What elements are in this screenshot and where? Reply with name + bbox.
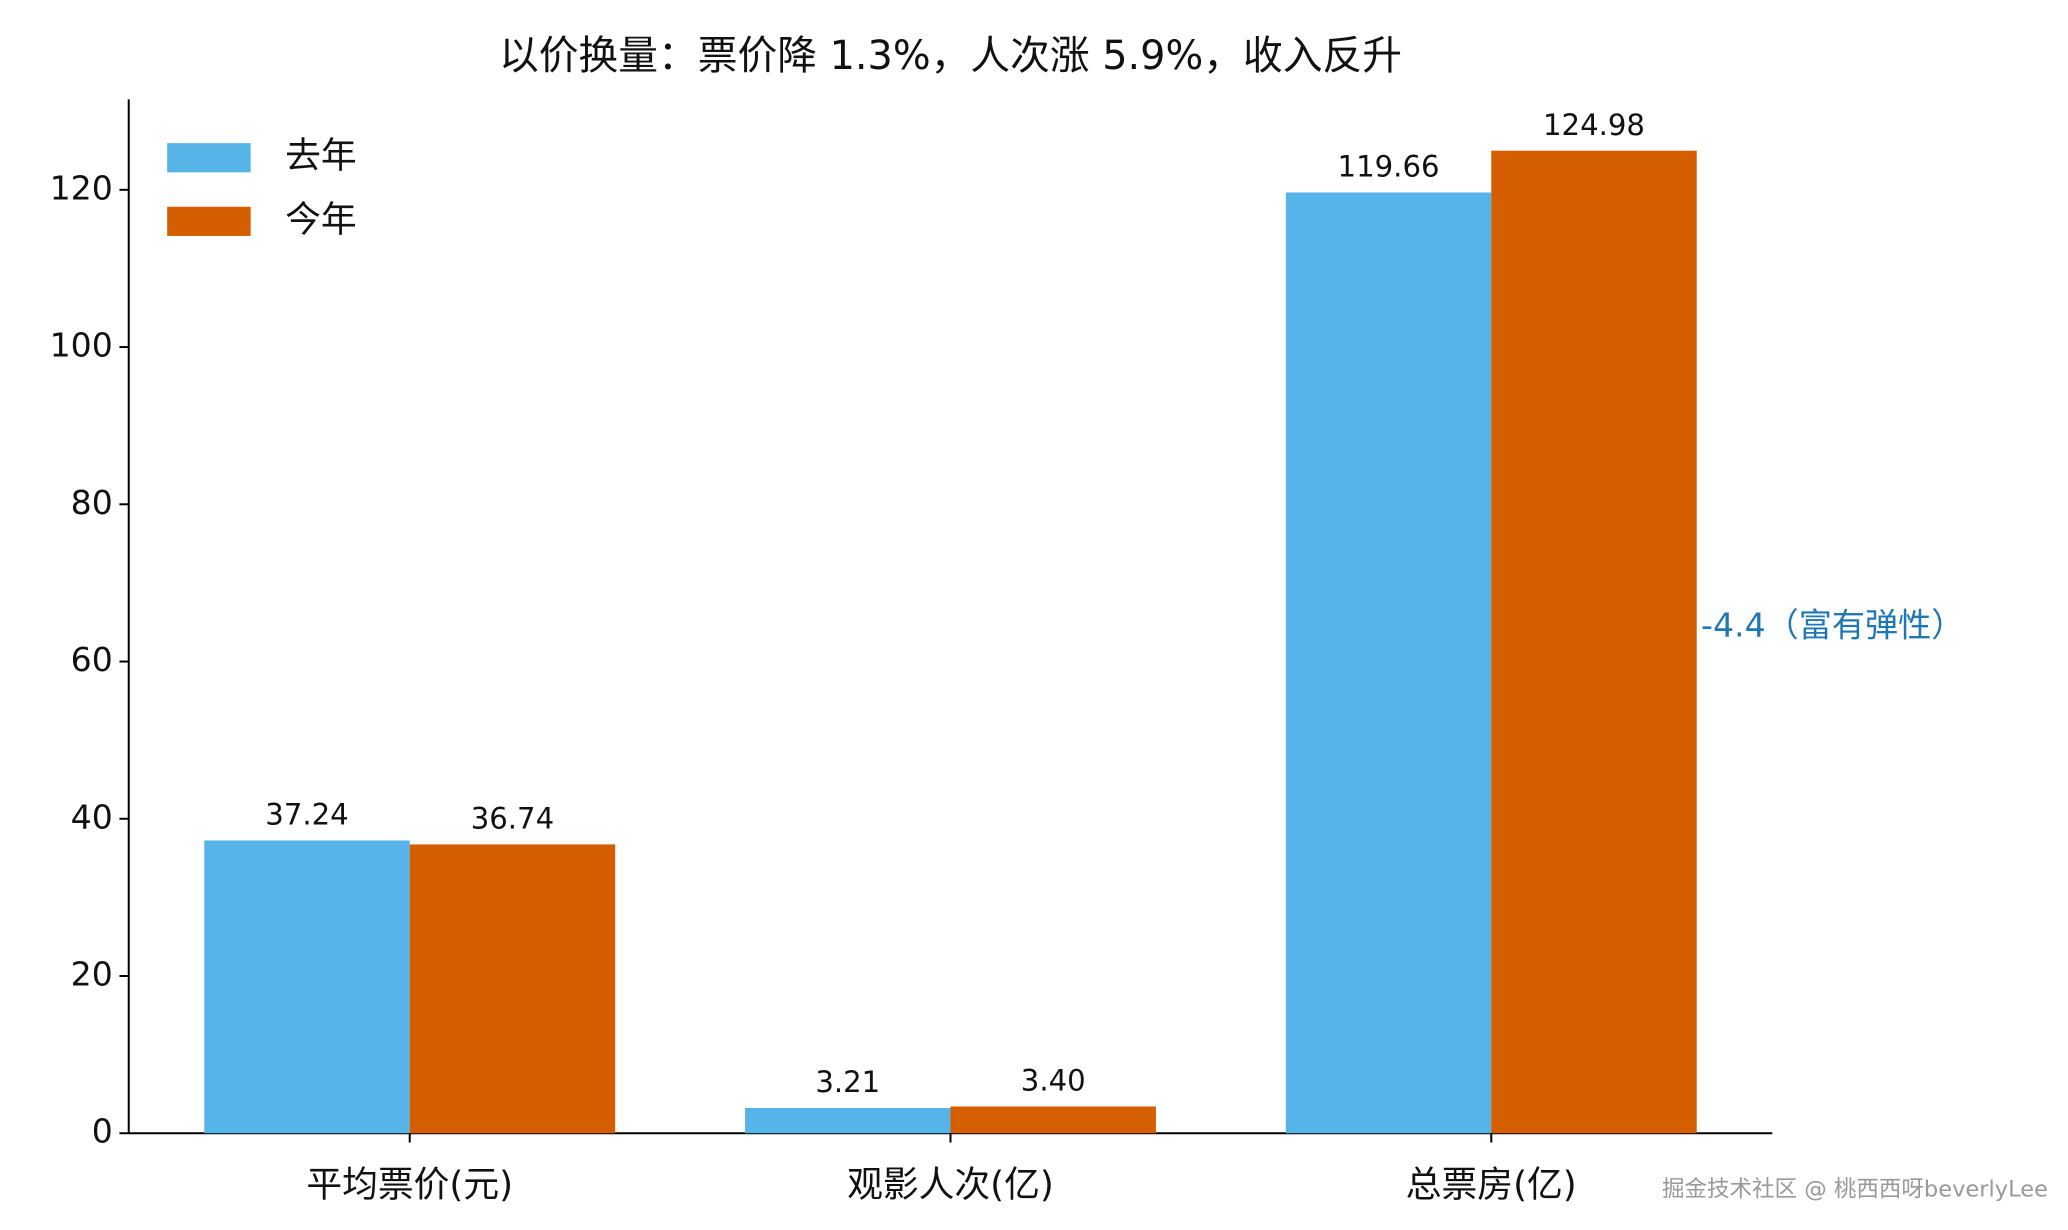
bar	[950, 1106, 1156, 1134]
y-tick-label: 120	[50, 168, 113, 207]
x-tick-label: 平均票价(元)	[306, 1164, 513, 1205]
legend-swatch	[167, 143, 251, 173]
x-tick-label: 总票房(亿)	[1406, 1164, 1577, 1205]
legend-label: 今年	[285, 199, 357, 240]
value-label: 37.24	[265, 798, 348, 832]
y-tick-label: 0	[92, 1112, 113, 1151]
y-tick-label: 80	[71, 483, 113, 522]
bar	[204, 840, 410, 1134]
y-tick-label: 60	[71, 640, 113, 679]
x-tick-label: 观影人次(亿)	[847, 1164, 1054, 1205]
y-tick-label: 20	[71, 955, 113, 994]
value-label: 36.74	[471, 802, 554, 836]
value-label: 3.40	[1021, 1064, 1086, 1098]
y-tick-label: 100	[50, 326, 113, 365]
value-label: 119.66	[1338, 150, 1440, 184]
watermark: 掘金技术社区 @ 桃西西呀beverlyLee	[1662, 1177, 2048, 1203]
bar	[409, 844, 616, 1134]
bar	[1285, 192, 1492, 1134]
value-label: 3.21	[815, 1065, 880, 1099]
legend-label: 去年	[285, 136, 357, 177]
chart-title: 以价换量：票价降 1.3%，人次涨 5.9%，收入反升	[499, 33, 1402, 79]
y-tick-label: 40	[71, 797, 113, 836]
bar	[1491, 150, 1697, 1134]
value-label: 124.98	[1543, 108, 1645, 142]
legend-swatch	[167, 206, 251, 236]
bar	[745, 1108, 951, 1134]
